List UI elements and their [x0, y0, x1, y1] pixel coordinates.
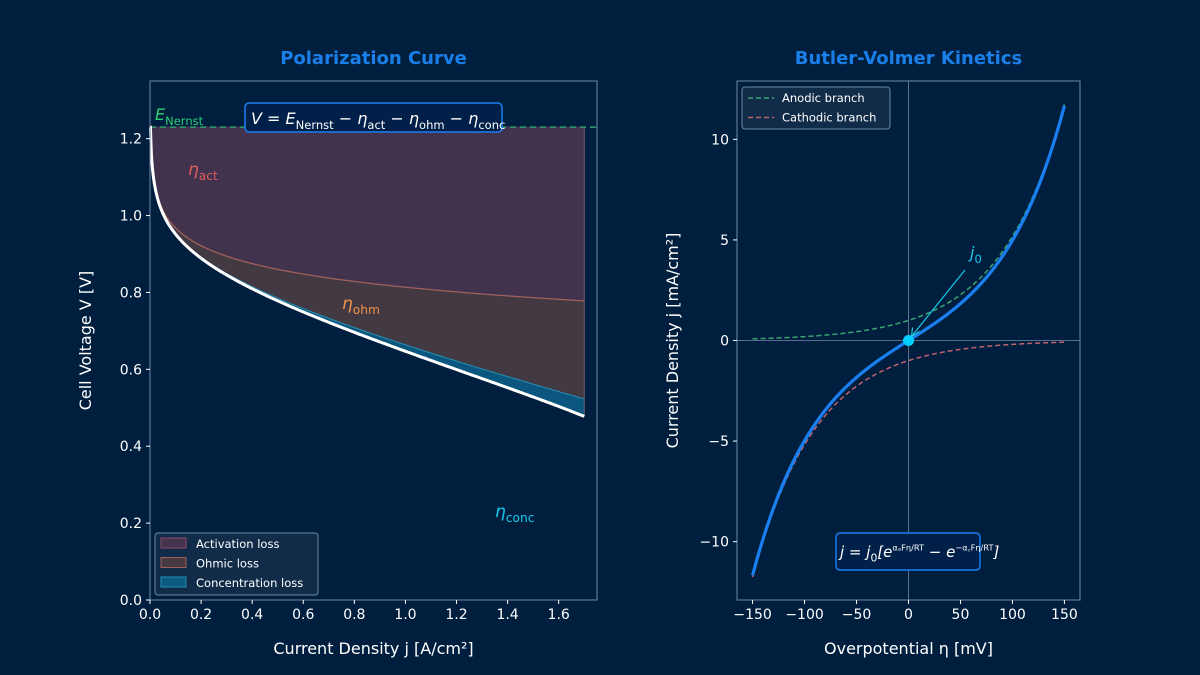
j0-label: j0​ — [968, 243, 982, 266]
math-script: act — [367, 118, 385, 132]
y-tick-label: 1.0 — [120, 209, 142, 225]
x-tick-label: 0.0 — [139, 607, 161, 623]
math-script: conc — [506, 511, 535, 525]
y-tick-label: −10 — [699, 535, 729, 551]
butler-volmer-equation: j = j0​[eαₐFη/RT​ − e−α꜀Fη/RT​] — [838, 542, 1000, 564]
math-part: j = j — [838, 543, 871, 561]
math-script: ohm — [419, 118, 445, 132]
math-script: Nernst — [165, 114, 204, 128]
y-tick-label: 1.2 — [120, 132, 142, 148]
x-tick-label: 0 — [904, 607, 913, 623]
legend-swatch — [160, 537, 187, 549]
y-tick-label: 5 — [720, 233, 729, 249]
math-part: η — [342, 294, 353, 314]
anodic-branch-line — [752, 103, 1066, 340]
nernst-label: ENernst​ — [155, 105, 204, 128]
plot-frame — [149, 80, 598, 601]
math-part: − e — [924, 543, 955, 561]
y-tick-label: 0 — [720, 334, 729, 350]
math-part: j — [968, 243, 975, 262]
x-tick-label: 1.4 — [496, 607, 518, 623]
legend-entry: Cathodic branch — [782, 111, 876, 125]
y-axis-label: Current Density j [mA/cm²] — [663, 233, 682, 449]
math-script: conc — [478, 118, 505, 132]
j0-marker — [903, 335, 914, 346]
math-script: 0 — [870, 552, 877, 565]
x-tick-label: 100 — [999, 607, 1026, 623]
y-tick-label: 0.8 — [120, 285, 142, 301]
x-axis-label: Overpotential η [mV] — [824, 639, 993, 658]
activation-label: ηact​ — [188, 160, 218, 183]
math-part: V = E — [251, 109, 297, 128]
polarization-curve — [149, 125, 585, 418]
math-script: αₐFη/RT — [892, 542, 925, 552]
equation-box — [835, 532, 981, 571]
x-tick-label: −100 — [785, 607, 823, 623]
legend-entry: Activation loss — [196, 537, 279, 551]
cathodic-branch-line — [751, 341, 1065, 578]
x-tick-label: 0.2 — [190, 607, 212, 623]
math-part: η — [495, 502, 506, 522]
y-tick-label: −5 — [708, 434, 729, 450]
chart-title: Polarization Curve — [280, 48, 467, 69]
legend-entry: Anodic branch — [782, 91, 865, 105]
legend-swatch — [160, 576, 187, 588]
ohmic-label: ηohm​ — [342, 294, 380, 317]
concentration-label: ηconc​ — [495, 502, 534, 525]
x-axis-label: Current Density j [A/cm²] — [273, 639, 473, 658]
y-tick-label: 0.6 — [120, 362, 142, 378]
equation-box — [244, 102, 503, 133]
math-script: 0 — [974, 252, 981, 266]
math-script: Nernst — [296, 118, 335, 132]
math-part: − η — [385, 109, 419, 128]
math-part: E — [155, 105, 166, 124]
ohmic-boundary-line — [149, 126, 585, 302]
legend-swatch — [160, 557, 187, 568]
legend — [154, 532, 319, 596]
x-tick-label: 0.6 — [292, 607, 314, 623]
math-part: ] — [993, 543, 1000, 561]
x-tick-label: 1.2 — [445, 607, 467, 623]
x-tick-label: 0.8 — [343, 607, 365, 623]
polarization-equation: V = ENernst​ − ηact​ − ηohm​ − ηconc​ — [251, 109, 505, 132]
j0-arrow — [911, 269, 966, 337]
x-tick-label: 1.6 — [548, 607, 570, 623]
math-part: − η — [334, 109, 368, 128]
legend-entry: Ohmic loss — [196, 557, 259, 571]
activation-loss-area — [149, 126, 585, 302]
x-tick-label: −50 — [842, 607, 872, 623]
legend — [741, 86, 891, 130]
x-tick-label: 50 — [952, 607, 970, 623]
y-tick-label: 0.4 — [120, 439, 142, 455]
math-script: ohm — [353, 303, 380, 317]
x-tick-label: 150 — [1051, 607, 1078, 623]
y-tick-label: 0.0 — [120, 593, 142, 609]
j0-arrowhead — [910, 327, 920, 338]
y-tick-label: 0.2 — [120, 516, 142, 532]
y-axis-label: Cell Voltage V [V] — [76, 271, 95, 411]
x-tick-label: −150 — [733, 607, 771, 623]
math-script: −α꜀Fη/RT — [955, 542, 994, 552]
legend-entry: Concentration loss — [196, 576, 303, 590]
math-script: act — [199, 169, 218, 183]
x-tick-label: 1.0 — [394, 607, 416, 623]
math-part: η — [188, 160, 199, 180]
math-part: [e — [877, 543, 892, 561]
math-part: − η — [445, 109, 479, 128]
chart-title: Butler-Volmer Kinetics — [795, 48, 1022, 69]
x-tick-label: 0.4 — [241, 607, 263, 623]
y-tick-label: 10 — [711, 132, 729, 148]
